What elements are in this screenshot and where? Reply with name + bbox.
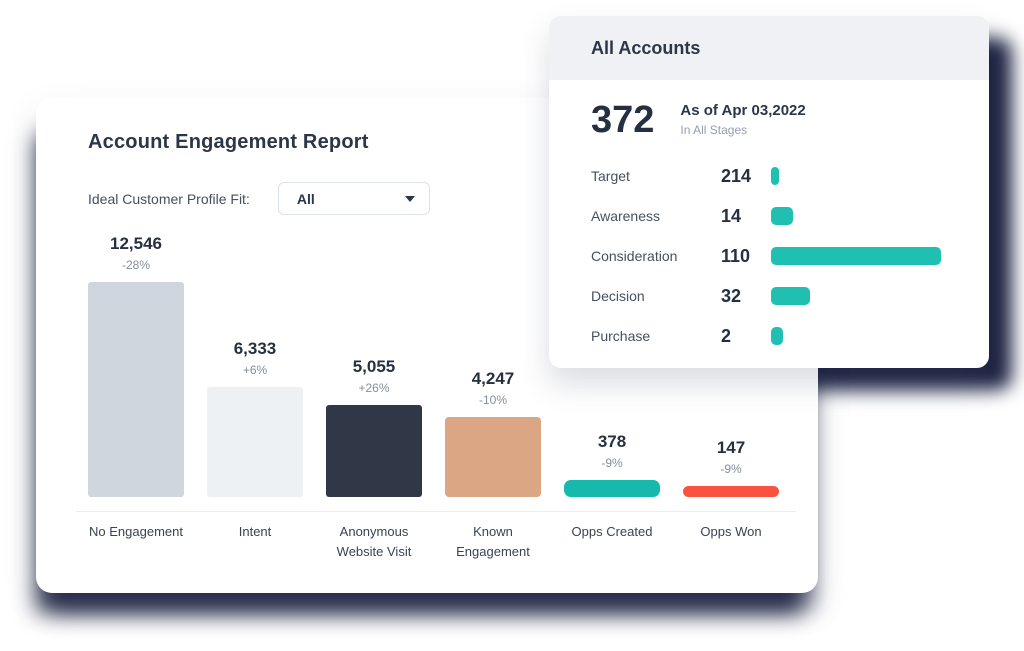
stage-value: 2 <box>721 325 732 346</box>
bar-value: 5,055 <box>352 357 396 376</box>
stage-label: Awareness <box>591 208 661 224</box>
x-axis-label-opps-created: Opps Created <box>571 524 653 539</box>
x-axis-label-no-engagement: No Engagement <box>89 524 183 539</box>
stage-bar-purchase <box>771 327 783 345</box>
bar-column-intent: 6,333 +6% <box>207 339 303 497</box>
accounts-asof-date: As of Apr 03,2022 <box>680 102 806 119</box>
x-axis-label-anonymous-website-visit: Anonymous Website Visit <box>336 524 412 560</box>
x-axis-line <box>76 511 796 512</box>
stage-bar-decision <box>771 287 810 305</box>
bar-change: -10% <box>478 393 507 407</box>
icp-filter-selected-value: All <box>296 190 315 207</box>
stage-value: 110 <box>721 245 751 266</box>
stage-row-decision: Decision 32 <box>591 276 953 316</box>
icp-filter-dropdown[interactable]: All <box>277 182 430 215</box>
stage-label: Decision <box>591 288 645 304</box>
bar-change: +26% <box>358 381 390 395</box>
stage-value: 14 <box>721 205 742 226</box>
x-axis-labels: No Engagement Intent Anonymous Website V… <box>88 522 779 562</box>
all-accounts-title: All Accounts <box>591 37 701 58</box>
bar-value: 378 <box>597 432 627 451</box>
stage-bar-awareness <box>771 207 793 225</box>
bar-anonymous-website-visit <box>326 405 422 497</box>
all-accounts-header: All Accounts <box>549 16 989 80</box>
funnel-stage-list: Target 214 Awareness 14 Consideration 11… <box>591 156 953 356</box>
stage-row-consideration: Consideration 110 <box>591 236 953 276</box>
bar-column-opps-won: 147 -9% <box>683 438 779 497</box>
stage-bar-target <box>771 167 779 185</box>
bar-known-engagement <box>445 417 541 497</box>
chevron-down-icon <box>404 195 415 202</box>
bar-opps-won <box>683 486 779 497</box>
bar-change: -9% <box>601 456 623 470</box>
stage-row-purchase: Purchase 2 <box>591 316 953 356</box>
bar-column-no-engagement: 12,546 -28% <box>88 234 184 497</box>
stage-row-awareness: Awareness 14 <box>591 196 953 236</box>
accounts-subtitle: In All Stages <box>680 123 748 137</box>
accounts-asof-block: As of Apr 03,2022 In All Stages <box>680 100 805 137</box>
stage-value: 214 <box>721 165 752 186</box>
stage-value: 32 <box>721 285 742 306</box>
all-accounts-card: All Accounts 372 As of Apr 03,2022 In Al… <box>549 16 989 368</box>
x-axis-label-intent: Intent <box>238 524 272 539</box>
report-title: Account Engagement Report <box>88 131 369 153</box>
bar-change: +6% <box>242 363 268 377</box>
bar-value: 12,546 <box>110 234 162 253</box>
accounts-total: 372 <box>591 99 655 141</box>
x-axis-label-opps-won: Opps Won <box>700 524 762 539</box>
icp-filter-row: Ideal Customer Profile Fit: All <box>88 182 430 215</box>
bar-value: 147 <box>716 438 746 457</box>
bar-value: 4,247 <box>471 369 515 388</box>
x-axis-label-known-engagement: Known Engagement <box>456 524 530 560</box>
bar-no-engagement <box>88 282 184 497</box>
bar-opps-created <box>564 480 660 497</box>
bar-value: 6,333 <box>233 339 277 358</box>
stage-label: Consideration <box>591 248 678 264</box>
icp-filter-label: Ideal Customer Profile Fit: <box>88 190 250 207</box>
accounts-summary: 372 As of Apr 03,2022 In All Stages <box>591 99 806 142</box>
stage-bar-consideration <box>771 247 941 265</box>
stage-row-target: Target 214 <box>591 156 953 196</box>
bar-column-known-engagement: 4,247 -10% <box>445 369 541 497</box>
engagement-bar-chart: 12,546 -28% 6,333 +6% 5,055 +26% 4,247 -… <box>88 98 779 497</box>
stage-label: Purchase <box>591 328 651 344</box>
bar-change: -9% <box>720 462 742 476</box>
bar-intent <box>207 387 303 497</box>
bar-change: -28% <box>121 258 150 272</box>
bar-column-anonymous-website-visit: 5,055 +26% <box>326 357 422 497</box>
stage-label: Target <box>591 168 630 184</box>
bar-column-opps-created: 378 -9% <box>564 432 660 497</box>
